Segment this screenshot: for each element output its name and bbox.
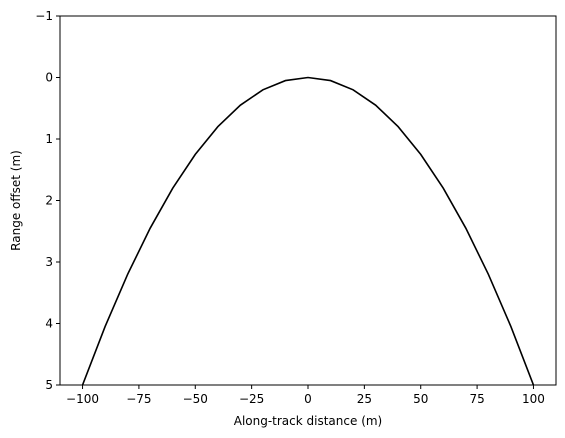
y-tick-label: −1 <box>35 9 53 23</box>
x-tick-label: 50 <box>413 392 428 406</box>
x-tick-label: −100 <box>66 392 99 406</box>
x-axis: −100 −75 −50 −25 0 25 50 75 100 <box>66 385 545 406</box>
y-tick-label: 4 <box>45 317 53 331</box>
plot-area <box>81 76 535 385</box>
y-tick-label: 2 <box>45 194 53 208</box>
x-tick-label: 100 <box>522 392 545 406</box>
x-tick-label: −25 <box>239 392 264 406</box>
x-tick-label: 25 <box>357 392 372 406</box>
x-tick-label: 0 <box>304 392 312 406</box>
y-tick-label: 3 <box>45 255 53 269</box>
x-tick-label: −50 <box>183 392 208 406</box>
y-tick-label: 0 <box>45 71 53 85</box>
x-tick-label: −75 <box>126 392 151 406</box>
x-axis-label: Along-track distance (m) <box>234 414 383 428</box>
y-axis-label: Range offset (m) <box>9 150 23 251</box>
y-tick-label: 1 <box>45 132 53 146</box>
y-tick-label: 5 <box>45 378 53 392</box>
axes-frame <box>59 15 557 386</box>
x-tick-label: 75 <box>469 392 484 406</box>
y-axis: −1 0 1 2 3 4 5 <box>35 9 60 392</box>
series-line <box>81 76 535 385</box>
